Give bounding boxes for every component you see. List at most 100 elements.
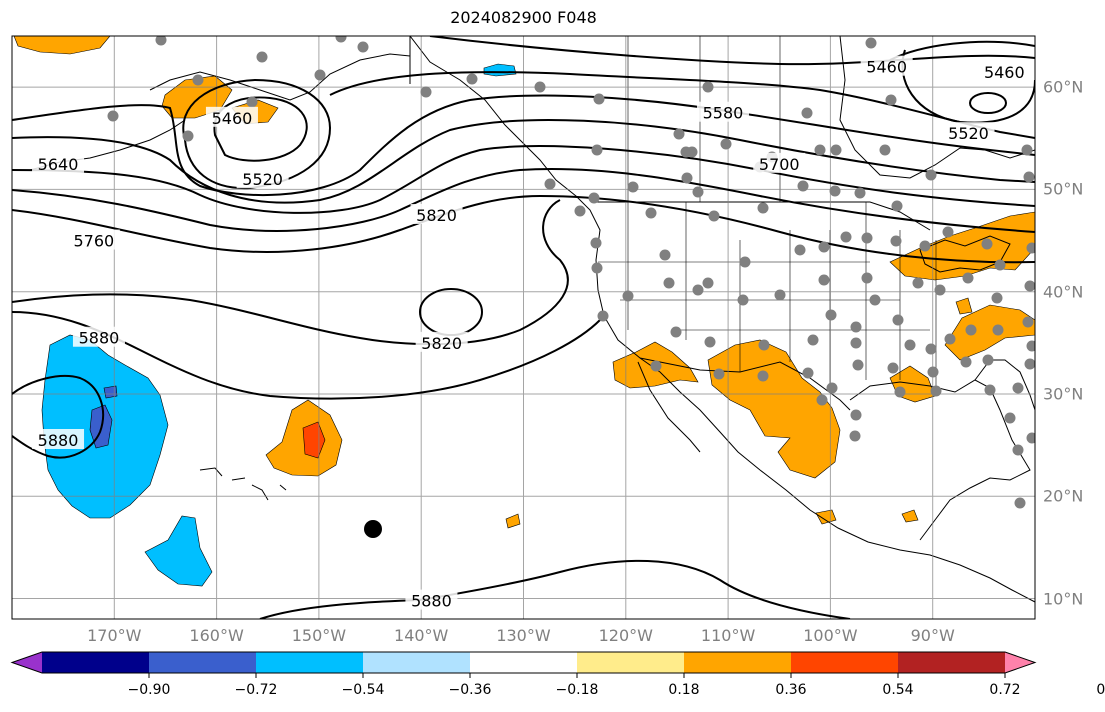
latitude-tick-label: 60°N xyxy=(1043,77,1084,97)
colorbar-tick-label: −0.18 xyxy=(555,682,599,698)
station-dot xyxy=(692,284,704,296)
station-dot xyxy=(591,144,603,156)
colorbar-segment xyxy=(684,652,792,673)
station-dot xyxy=(1021,144,1033,156)
map-gridlines xyxy=(12,36,1035,619)
station-dot xyxy=(246,96,258,108)
colorbar-outline xyxy=(10,651,1037,674)
station-dot xyxy=(887,362,899,374)
contour-label: 5820 xyxy=(416,206,457,225)
station-dot xyxy=(840,231,852,243)
station-dot xyxy=(797,180,809,192)
station-dot xyxy=(1026,340,1035,352)
colorbar-segment xyxy=(577,652,685,673)
station-dot xyxy=(534,81,546,93)
station-dot xyxy=(982,354,994,366)
station-dot xyxy=(944,333,956,345)
latitude-tick-label: 30°N xyxy=(1043,384,1084,404)
hawaiian-islands xyxy=(199,467,287,501)
station-dot xyxy=(814,144,826,156)
station-dot xyxy=(960,356,972,368)
contour-line xyxy=(429,36,1035,66)
contour-label-background xyxy=(410,203,463,224)
longitude-tick-label: 160°W xyxy=(189,626,244,645)
station-dot xyxy=(597,310,609,322)
station-dot xyxy=(830,144,842,156)
station-dot xyxy=(794,244,806,256)
contour-label-background xyxy=(942,122,995,143)
map-title: 2024082900 F048 xyxy=(450,8,597,27)
station-dot xyxy=(981,238,993,250)
station-dot xyxy=(930,385,942,397)
station-dot xyxy=(670,326,682,338)
colorbar-tick-label: 0.18 xyxy=(668,682,700,698)
longitude-tick-label: 90°W xyxy=(910,626,955,645)
contour-label-background xyxy=(32,429,85,450)
longitude-tick-label: 110°W xyxy=(700,626,756,645)
colorbar-tick-label: −0.36 xyxy=(448,682,492,698)
station-dot xyxy=(934,284,946,296)
colorbar-tick-label: 0.36 xyxy=(775,682,807,698)
gulf-of-mexico-coast xyxy=(849,379,1031,541)
contour-line xyxy=(182,78,332,190)
contour-labels: 5460 5460 5460 5580 5520 5700 5520 5640 5820 5760… xyxy=(32,55,1031,611)
station-dot xyxy=(994,259,1006,271)
height-contours xyxy=(12,36,1035,619)
station-dot xyxy=(849,430,861,442)
contour-label: 5700 xyxy=(759,155,800,174)
station-dot xyxy=(192,74,204,86)
station-dot xyxy=(891,200,903,212)
colorbar-segment xyxy=(149,652,257,673)
station-dot xyxy=(1024,280,1035,292)
longitude-tick-label: 100°W xyxy=(803,626,858,645)
latitude-tick-label: 10°N xyxy=(1043,589,1084,609)
station-dot xyxy=(912,277,924,289)
station-dot xyxy=(1026,242,1035,254)
station-dot xyxy=(590,237,602,249)
contour-label-background xyxy=(205,106,258,127)
colorbar-tick-label: −0.90 xyxy=(127,682,171,698)
station-dot xyxy=(645,207,657,219)
contour-label: 5880 xyxy=(79,329,120,348)
contour-line xyxy=(12,194,1035,264)
contour-label-background xyxy=(696,101,749,122)
station-dot xyxy=(826,382,838,394)
colorbar-segment xyxy=(898,652,1006,673)
us-mexico-border xyxy=(639,357,851,411)
station-dot xyxy=(992,324,1004,336)
contour-label-background xyxy=(67,229,120,250)
station-dot xyxy=(865,37,877,49)
hudson-bay xyxy=(839,36,1035,179)
longitude-tick-label: 120°W xyxy=(598,626,653,645)
contour-label: 5580 xyxy=(703,104,744,123)
station-dot xyxy=(357,41,369,53)
station-dot xyxy=(801,107,813,119)
contour-label-background xyxy=(753,152,806,173)
station-dot xyxy=(984,384,996,396)
positive-anomaly-orange xyxy=(901,509,919,523)
colorbar-segment xyxy=(470,652,578,673)
station-dot xyxy=(591,262,603,274)
station-dot xyxy=(663,277,675,289)
colorbar-tick-label: −0.54 xyxy=(341,682,385,698)
station-dot xyxy=(757,202,769,214)
station-dot xyxy=(466,73,478,85)
station-dot xyxy=(1024,358,1035,370)
contour-label: 5820 xyxy=(421,334,462,353)
colorbar-segment xyxy=(791,652,899,673)
station-markers xyxy=(107,36,1035,509)
station-dot xyxy=(825,309,837,321)
station-dot xyxy=(885,94,897,106)
map-frame xyxy=(11,35,1036,620)
contour-label: 5460 xyxy=(984,63,1025,82)
station-dot xyxy=(650,360,662,372)
contour-line xyxy=(12,199,569,346)
station-dot xyxy=(925,169,937,181)
station-dot xyxy=(904,339,916,351)
colorbar-segment xyxy=(363,652,471,673)
latitude-tick-label: 40°N xyxy=(1043,282,1084,302)
station-dot xyxy=(420,86,432,98)
station-dot xyxy=(807,334,819,346)
contour-line xyxy=(419,288,484,336)
contour-line xyxy=(213,96,308,162)
